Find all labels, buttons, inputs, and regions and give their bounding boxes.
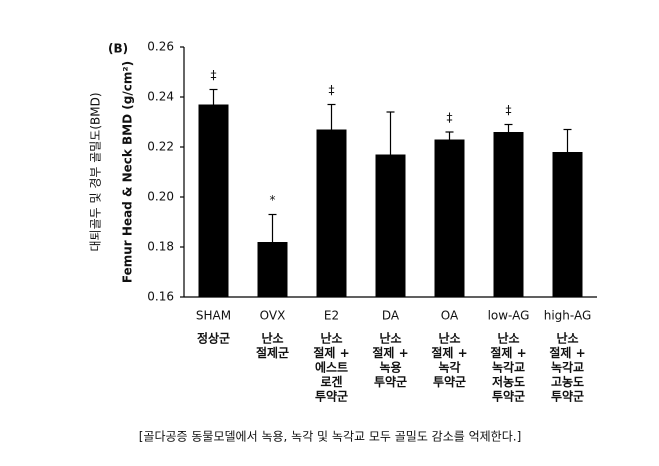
bar: [552, 152, 583, 297]
x-sublabel: 절제 +: [549, 346, 585, 360]
x-tick-label: low-AG: [488, 309, 530, 323]
x-sublabel: 고농도: [551, 375, 584, 389]
y-tick-label: 0.16: [147, 290, 174, 304]
x-sublabel: 녹용: [379, 360, 401, 375]
x-tick-label: DA: [382, 309, 400, 323]
x-sublabel: 정상군: [197, 331, 230, 346]
caption: [골다공증 동물모델에서 녹용, 녹각 및 녹각교 모두 골밀도 감소를 억제한…: [139, 430, 522, 444]
significance-marker: *: [270, 193, 276, 207]
x-sublabel: 난소: [261, 332, 283, 346]
x-sublabel: 절제군: [256, 346, 289, 360]
x-tick-label: E2: [324, 309, 339, 323]
x-sublabel: 에스트: [315, 360, 348, 375]
significance-marker: ‡: [447, 111, 453, 125]
x-sublabel: 투약군: [492, 389, 525, 404]
x-sublabel: 투약군: [551, 389, 584, 404]
significance-marker: ‡: [329, 83, 335, 97]
x-sublabel: 절제 +: [372, 346, 408, 360]
significance-marker: ‡: [506, 103, 512, 117]
x-tick-label: SHAM: [196, 309, 231, 323]
x-tick-label: high-AG: [544, 309, 592, 323]
bar: [257, 242, 288, 297]
x-sublabel: 난소: [497, 332, 519, 346]
x-sublabel: 저농도: [492, 374, 525, 389]
x-tick-label: OVX: [260, 309, 286, 323]
bar: [493, 132, 524, 297]
x-sublabel: 난소: [438, 332, 460, 346]
y-tick-label: 0.26: [147, 40, 174, 54]
bar: [434, 139, 465, 297]
x-sublabel: 난소: [379, 332, 401, 346]
y-tick-label: 0.22: [147, 140, 174, 154]
x-sublabel: 난소: [320, 332, 342, 346]
panel-label: (B): [108, 42, 128, 56]
x-sublabel: 녹각교: [492, 360, 525, 375]
y-axis-subtitle: 대퇴골두 및 경부 골밀도(BMD): [89, 92, 103, 251]
x-tick-label: OA: [441, 309, 459, 323]
x-sublabel: 난소: [556, 332, 578, 346]
x-sublabel: 투약군: [433, 374, 466, 389]
y-axis-title: Femur Head & Neck BMD (g/cm²): [121, 61, 135, 283]
x-sublabel: 녹각교: [551, 360, 584, 375]
x-sublabel: 절제 +: [431, 346, 467, 360]
x-sublabel: 절제 +: [313, 346, 349, 360]
y-tick-label: 0.20: [147, 190, 174, 204]
x-sublabel: 녹각: [438, 360, 460, 375]
bar: [375, 154, 406, 297]
y-tick-label: 0.24: [147, 90, 174, 104]
x-sublabel: 절제 +: [490, 346, 526, 360]
x-sublabel: 투약군: [315, 389, 348, 404]
bar: [198, 104, 229, 297]
significance-marker: ‡: [211, 68, 217, 82]
bar: [316, 129, 347, 297]
x-sublabel: 로겐: [320, 374, 342, 389]
y-tick-label: 0.18: [147, 240, 174, 254]
x-sublabel: 투약군: [374, 374, 407, 389]
